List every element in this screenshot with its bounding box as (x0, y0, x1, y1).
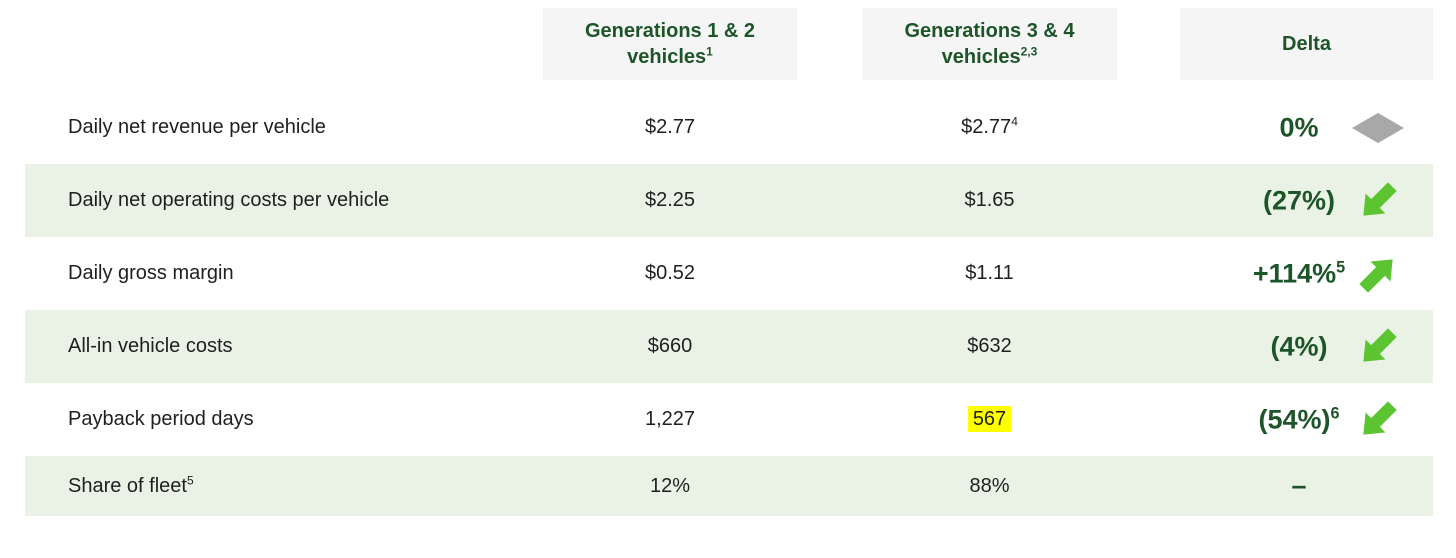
column-header-gen12: Generations 1 & 2 vehicles1 (543, 8, 797, 80)
header-line: Delta (1282, 33, 1331, 55)
table-row: Daily net revenue per vehicle $2.77 $2.7… (25, 91, 1433, 164)
gen12-value: $0.52 (644, 262, 696, 284)
table-row: Payback period days 1,227 567 (54%)6 (25, 383, 1433, 456)
delta-value: – (1291, 470, 1307, 501)
value-superscript: 4 (1011, 114, 1018, 129)
arrow-down-icon (1351, 177, 1405, 225)
row-label: All-in vehicle costs (68, 335, 233, 357)
table-body: Daily net revenue per vehicle $2.77 $2.7… (0, 91, 1456, 516)
gen34-value: 567 (862, 406, 1117, 432)
header-line: vehicles1 (627, 44, 713, 68)
gen12-value: $2.77 (644, 116, 696, 138)
row-label: Daily gross margin (68, 262, 234, 284)
table-row: All-in vehicle costs $660 $632 (4%) (25, 310, 1433, 383)
gen34-value: $632 (967, 335, 1012, 357)
gen34-value: $1.65 (964, 189, 1015, 211)
arrow-down-icon (1351, 323, 1405, 371)
table-row: Daily net operating costs per vehicle $2… (25, 164, 1433, 237)
gen34-value: 88% (969, 474, 1010, 497)
delta-value: (27%) (1262, 185, 1336, 215)
delta-cell: (4%) (1180, 310, 1433, 383)
header-line: vehicles2,3 (941, 44, 1038, 68)
header-superscript: 2,3 (1020, 44, 1038, 59)
delta-value: +114%5 (1252, 258, 1346, 288)
row-label: Daily net revenue per vehicle (68, 116, 326, 138)
gen12-value: $2.25 (644, 189, 696, 211)
delta-superscript: 6 (1330, 404, 1340, 422)
gen12-value: 1,227 (644, 408, 696, 430)
delta-value: (54%)6 (1258, 404, 1340, 434)
delta-cell: (27%) (1180, 164, 1433, 237)
delta-cell: (54%)6 (1180, 383, 1433, 456)
row-label: Payback period days (68, 408, 254, 430)
arrow-up-icon (1351, 250, 1405, 298)
delta-value: 0% (1279, 112, 1319, 142)
column-header-delta: Delta (1180, 8, 1433, 80)
gen12-value: 12% (649, 474, 691, 497)
table-row: Daily gross margin $0.52 $1.11 +114%5 (25, 237, 1433, 310)
delta-cell: 0% (1180, 91, 1433, 164)
row-label: Daily net operating costs per vehicle (68, 189, 390, 211)
diamond-icon (1351, 104, 1405, 152)
comparison-table: Generations 1 & 2 vehicles1 Generations … (0, 8, 1456, 558)
delta-cell: – (1180, 456, 1433, 516)
gen34-value: $2.774 (961, 114, 1018, 138)
delta-superscript: 5 (1336, 258, 1346, 276)
delta-cell: +114%5 (1180, 237, 1433, 310)
row-label: Share of fleet5 (68, 472, 194, 497)
table-row: Share of fleet5 12% 88% – (25, 456, 1433, 516)
column-gap (797, 8, 862, 80)
arrow-down-icon (1351, 396, 1405, 444)
table-header: Generations 1 & 2 vehicles1 Generations … (25, 8, 1433, 80)
column-header-gen34: Generations 3 & 4 vehicles2,3 (862, 8, 1117, 80)
gen34-value: $1.11 (965, 262, 1014, 284)
label-superscript: 5 (186, 472, 194, 487)
header-line: Generations 1 & 2 (584, 20, 756, 42)
gen12-value: $660 (647, 335, 693, 357)
header-superscript: 1 (706, 44, 713, 59)
highlighted-value: 567 (967, 406, 1012, 432)
column-gap (1117, 8, 1180, 80)
header-spacer (25, 8, 543, 80)
delta-value: (4%) (1270, 331, 1328, 361)
header-line: Generations 3 & 4 (904, 20, 1075, 42)
